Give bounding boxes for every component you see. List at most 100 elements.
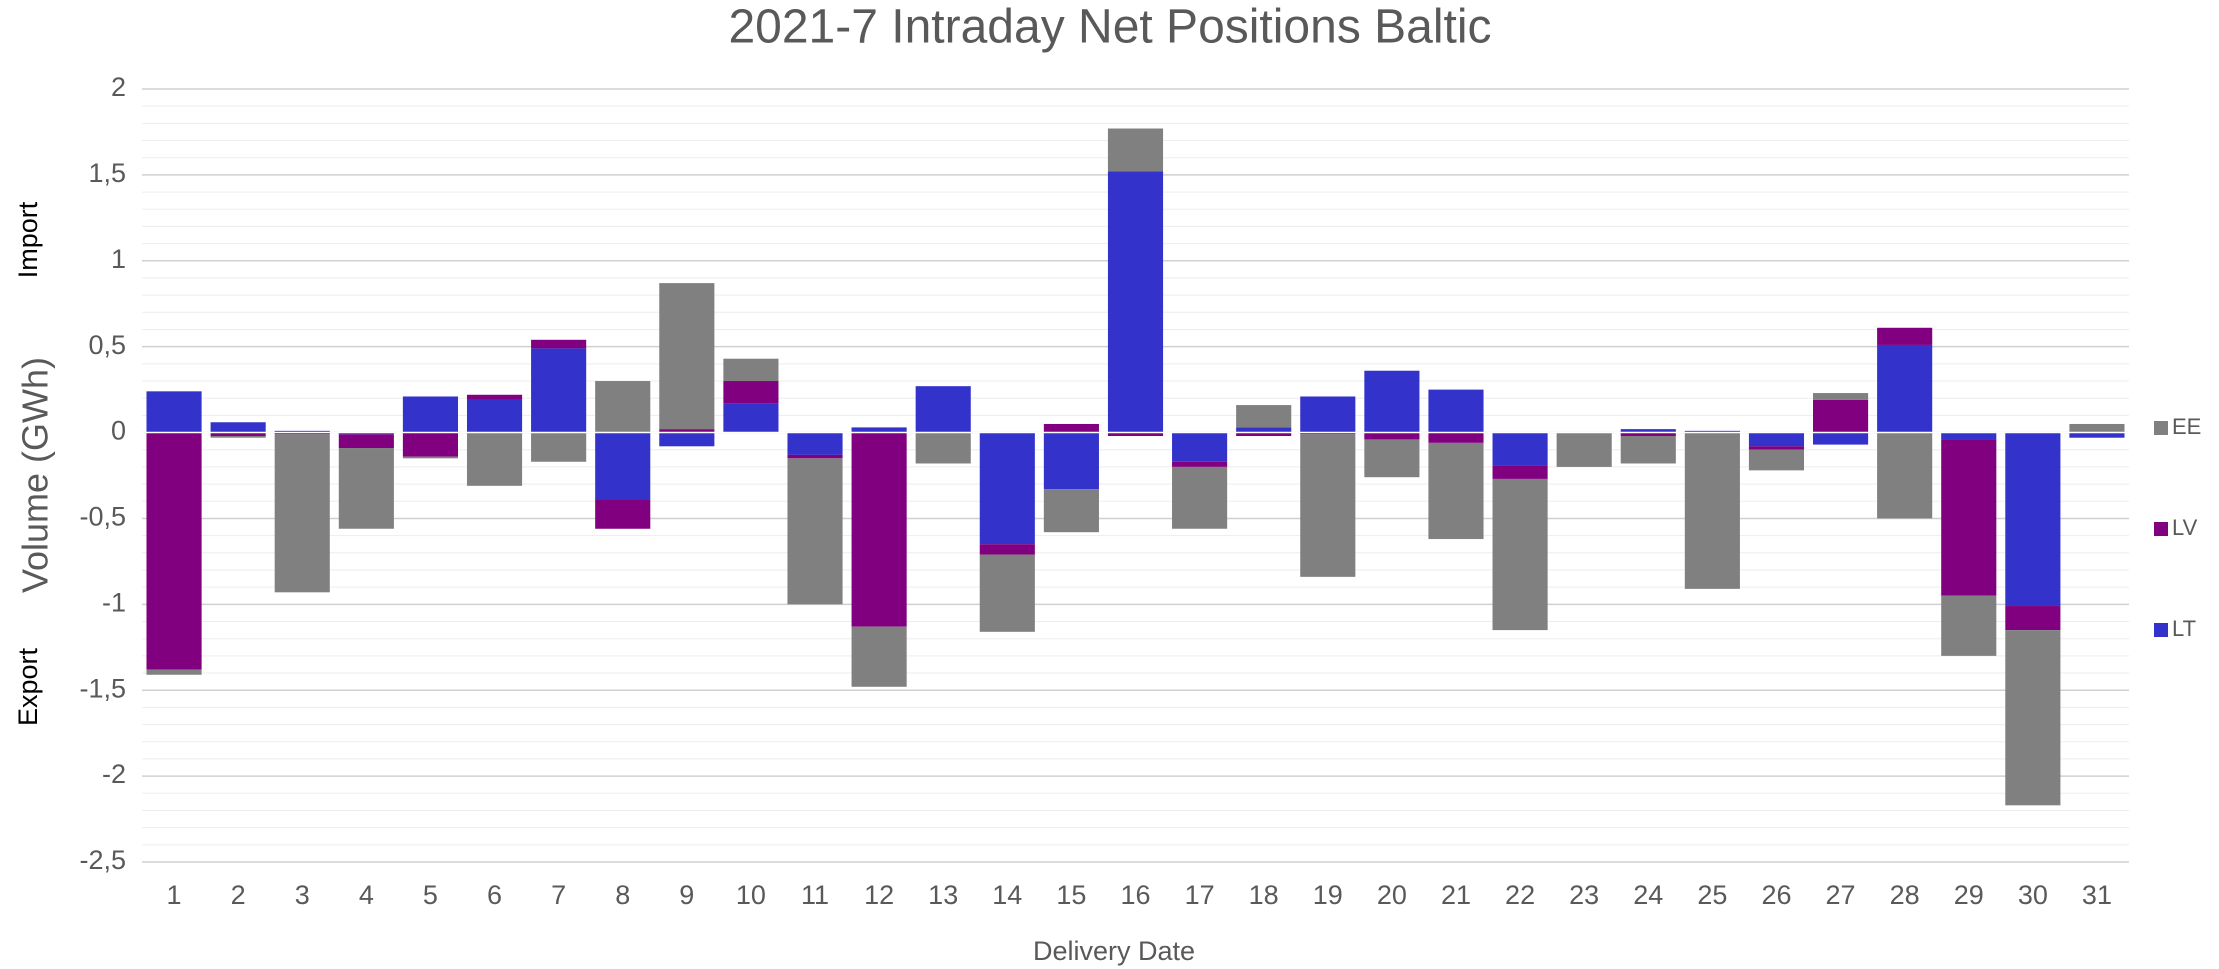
bar-segment — [1877, 344, 1933, 433]
bar-segment — [851, 626, 907, 687]
x-tick-label: 17 — [1185, 880, 1215, 910]
x-tick-label: 27 — [1826, 880, 1856, 910]
y-tick-label: 2 — [111, 72, 126, 102]
x-tick-label: 31 — [2082, 880, 2112, 910]
x-tick-label: 23 — [1569, 880, 1599, 910]
bar-segment — [723, 381, 779, 404]
y-tick-label: -0,5 — [79, 502, 126, 532]
x-tick-label: 21 — [1441, 880, 1471, 910]
bar-segment — [1748, 446, 1805, 450]
bar-segment — [1620, 429, 1676, 433]
bar-segment — [1941, 595, 1997, 656]
legend-label: LV — [2172, 515, 2198, 540]
bar-segment — [1813, 399, 1869, 433]
legend-swatch — [2154, 623, 2168, 637]
bar-segment — [1364, 439, 1420, 478]
y-tick-label: 1,5 — [88, 158, 126, 188]
bar-segment — [851, 427, 907, 433]
bar-segment — [1043, 489, 1099, 533]
bar-segment — [1364, 432, 1420, 440]
y-tick-label: -2 — [102, 759, 126, 789]
legend-label: EE — [2172, 414, 2201, 439]
bar-segment — [1748, 432, 1805, 447]
bar-segment — [2005, 606, 2061, 631]
x-tick-label: 18 — [1249, 880, 1279, 910]
bar-segment — [274, 430, 330, 433]
x-tick-label: 28 — [1890, 880, 1920, 910]
x-tick-label: 8 — [615, 880, 630, 910]
bar-segment — [595, 432, 651, 500]
bar-segment — [723, 403, 779, 433]
bar-segment — [915, 432, 971, 464]
x-tick-label: 24 — [1633, 880, 1663, 910]
x-tick-label: 29 — [1954, 880, 1984, 910]
bar-segment — [1300, 434, 1356, 577]
bar-segment — [338, 432, 394, 435]
bar-segment — [210, 432, 266, 436]
bar-segment — [1107, 128, 1164, 172]
bar-segment — [1428, 432, 1484, 443]
bar-segment — [1300, 396, 1356, 433]
legend-label: LT — [2172, 616, 2196, 641]
bar-segment — [1492, 465, 1548, 479]
bar-segment — [531, 348, 587, 433]
bar-segment — [466, 394, 523, 400]
x-tick-label: 9 — [679, 880, 694, 910]
bar-segment — [1684, 432, 1740, 589]
bar-segment — [1620, 432, 1676, 436]
bar-segment — [402, 396, 458, 433]
x-tick-label: 15 — [1056, 880, 1086, 910]
bar-segment — [723, 358, 779, 382]
x-tick-label: 20 — [1377, 880, 1407, 910]
y-tick-label: 0,5 — [88, 330, 126, 360]
y-tick-label: 1 — [111, 244, 126, 274]
x-tick-label: 26 — [1761, 880, 1791, 910]
bar-segment — [1236, 427, 1292, 433]
bar-segment — [146, 669, 202, 675]
bar-segment — [1172, 466, 1228, 529]
bar-segment — [1172, 432, 1228, 462]
bar-segment — [146, 432, 202, 670]
bar-segment — [2069, 432, 2125, 438]
bar-segment — [210, 422, 266, 433]
bar-segment — [1877, 327, 1933, 345]
bar-segment — [851, 432, 907, 627]
bar-segment — [1620, 435, 1676, 464]
bar-segment — [595, 381, 651, 433]
bar-segment — [1364, 370, 1420, 433]
x-tick-label: 6 — [487, 880, 502, 910]
bar-segment — [2005, 630, 2061, 806]
bar-segment — [338, 448, 394, 529]
bar-segment — [274, 434, 330, 593]
bar-segment — [1941, 432, 1997, 440]
bar-segment — [466, 432, 523, 486]
bar-segment — [210, 435, 266, 438]
chart-title: 2021-7 Intraday Net Positions Baltic — [728, 1, 1491, 54]
x-tick-label: 11 — [801, 880, 829, 910]
bar-segment — [1428, 389, 1484, 433]
y-tick-label: 0 — [111, 416, 126, 446]
bar-segment — [1236, 405, 1292, 428]
bar-segment — [466, 399, 523, 433]
bar-segment — [979, 544, 1035, 555]
x-tick-label: 13 — [928, 880, 958, 910]
bar-segment — [1043, 423, 1099, 433]
bar-segment — [1043, 432, 1099, 490]
x-tick-label: 7 — [551, 880, 566, 910]
bar-segment — [1492, 432, 1548, 466]
x-tick-label: 14 — [992, 880, 1022, 910]
bar-segment — [1813, 432, 1869, 445]
x-tick-label: 4 — [359, 880, 374, 910]
x-tick-label: 5 — [423, 880, 438, 910]
annotation: Import — [13, 201, 43, 278]
x-tick-label: 22 — [1505, 880, 1535, 910]
bar-segment — [274, 432, 330, 435]
legend-swatch — [2154, 522, 2168, 536]
x-tick-label: 10 — [736, 880, 766, 910]
bar-segment — [1813, 393, 1869, 400]
bar-segment — [531, 339, 587, 349]
bar-segment — [787, 454, 843, 459]
bar-segment — [146, 391, 202, 433]
x-tick-label: 16 — [1120, 880, 1150, 910]
x-tick-label: 30 — [2018, 880, 2048, 910]
